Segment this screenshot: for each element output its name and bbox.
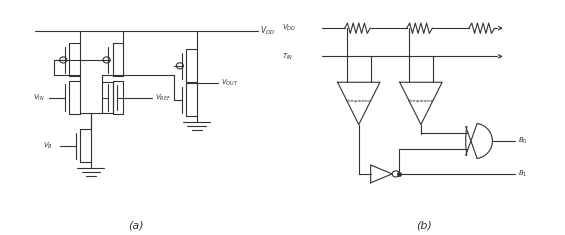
Text: (b): (b): [416, 221, 432, 231]
Text: $V_{OUT}$: $V_{OUT}$: [221, 78, 238, 88]
Text: $V_{DD}$: $V_{DD}$: [260, 24, 276, 37]
Text: $V_{IN}$: $V_{IN}$: [33, 92, 44, 103]
Text: $T_{IN}$: $T_{IN}$: [282, 51, 294, 62]
Text: $V_{DD}$: $V_{DD}$: [282, 23, 297, 33]
Text: $V_B$: $V_B$: [44, 141, 53, 151]
Text: $B_0$: $B_0$: [518, 136, 528, 146]
Text: (a): (a): [128, 221, 144, 231]
Text: $B_1$: $B_1$: [518, 169, 527, 179]
Text: Comparator: Comparator: [346, 99, 372, 103]
Text: $V_{REF}$: $V_{REF}$: [155, 92, 171, 103]
Text: Comparator: Comparator: [408, 99, 434, 103]
